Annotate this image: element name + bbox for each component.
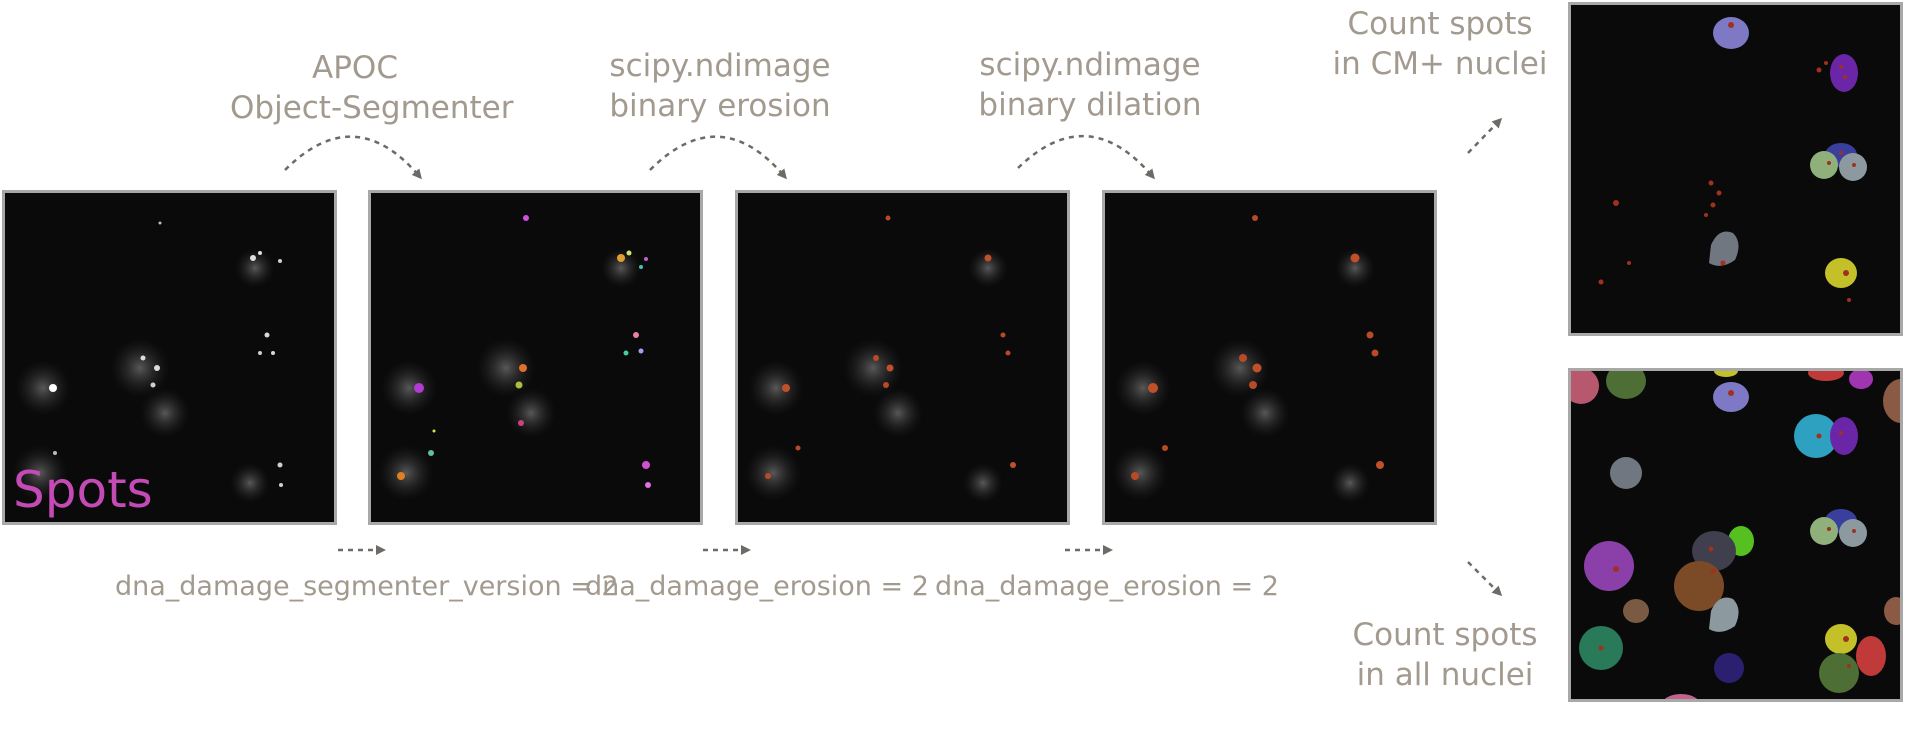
output-label-all-nuclei: Count spots in all nuclei — [1335, 615, 1555, 695]
output-label-line2: in CM+ nuclei — [1332, 46, 1548, 82]
param-erosion-2: dna_damage_erosion = 2 — [935, 571, 1279, 602]
panel-erosion — [735, 190, 1070, 525]
panel-raw-spots: Spots — [2, 190, 337, 525]
output-label-line1: Count spots — [1347, 6, 1533, 42]
curved-arrow-1 — [284, 135, 422, 180]
step-label-line1: scipy.ndimage — [979, 47, 1201, 83]
panel-segmented — [368, 190, 703, 525]
step-label-line1: scipy.ndimage — [609, 48, 831, 84]
curved-arrow-2 — [649, 135, 787, 180]
panel-dilation — [1102, 190, 1437, 525]
segmented-image — [378, 215, 651, 501]
output-label-cm-nuclei: Count spots in CM+ nuclei — [1330, 4, 1550, 84]
output-label-line2: in all nuclei — [1356, 657, 1534, 693]
diag-arrow-up — [1467, 117, 1503, 154]
diag-arrow-down — [1467, 561, 1503, 597]
param-erosion-1: dna_damage_erosion = 2 — [585, 571, 929, 602]
param-segmenter-version: dna_damage_segmenter_version = 2 — [115, 571, 619, 602]
panel-all-nuclei — [1568, 368, 1903, 702]
step-label-line2: binary dilation — [978, 87, 1202, 123]
step-label-line1: APOC — [312, 50, 398, 86]
spots-label: Spots — [13, 461, 153, 519]
step-label-erosion: scipy.ndimage binary erosion — [600, 46, 840, 126]
step-label-apoc: APOC Object-Segmenter — [230, 48, 514, 128]
curved-arrow-3 — [1017, 135, 1155, 180]
output-label-line1: Count spots — [1352, 617, 1538, 653]
step-label-line2: Object-Segmenter — [230, 90, 514, 126]
step-label-dilation: scipy.ndimage binary dilation — [970, 45, 1210, 125]
raw-spots-image — [12, 221, 283, 503]
cm-nuclei-image — [1598, 17, 1867, 302]
panel-cm-nuclei — [1568, 2, 1903, 336]
erosion-image — [745, 215, 1016, 503]
step-label-line2: binary erosion — [609, 88, 831, 124]
all-nuclei-image — [1571, 371, 1900, 699]
dilation-image — [1112, 215, 1384, 503]
